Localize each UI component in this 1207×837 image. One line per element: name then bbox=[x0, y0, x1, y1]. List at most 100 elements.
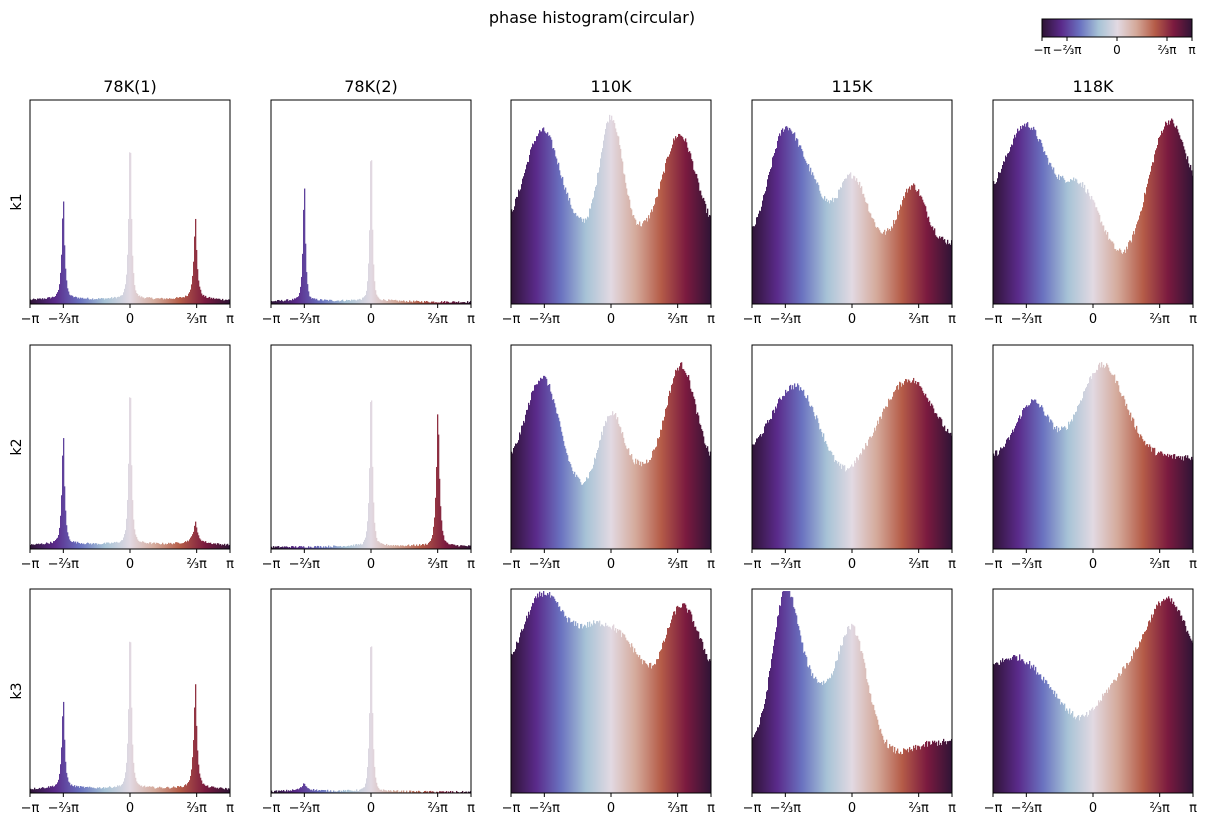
histogram-bar bbox=[1125, 252, 1127, 304]
histogram-bar bbox=[623, 173, 625, 304]
histogram-bar bbox=[755, 224, 757, 304]
histogram-bar bbox=[643, 463, 645, 549]
histogram-bar bbox=[796, 615, 798, 793]
histogram-bar bbox=[586, 477, 588, 549]
histogram-bar bbox=[881, 418, 883, 549]
histogram-bar bbox=[387, 791, 389, 793]
histogram-bar bbox=[351, 545, 353, 549]
histogram-bar bbox=[511, 653, 513, 793]
histogram-bar bbox=[540, 377, 542, 549]
histogram-bar bbox=[363, 297, 365, 304]
histogram-bar bbox=[839, 654, 841, 793]
histogram-bar bbox=[340, 791, 342, 793]
histogram-bar bbox=[175, 298, 177, 304]
histogram-bar bbox=[873, 432, 875, 549]
histogram-bar bbox=[460, 302, 462, 304]
histogram-bar bbox=[389, 545, 391, 549]
histogram-bar bbox=[217, 787, 219, 793]
histogram-bar bbox=[1019, 415, 1021, 549]
histogram-bar bbox=[50, 298, 52, 304]
histogram-bar bbox=[226, 544, 228, 549]
histogram-bar bbox=[1073, 414, 1075, 549]
x-tick-label: π bbox=[1189, 801, 1197, 816]
histogram-bar bbox=[754, 734, 756, 793]
histogram-bar bbox=[1080, 400, 1082, 549]
histogram-bar bbox=[1089, 196, 1091, 304]
histogram-bar bbox=[1018, 131, 1020, 304]
histogram-bar bbox=[1180, 615, 1182, 793]
histogram-bar bbox=[861, 651, 863, 793]
histogram-bar bbox=[859, 641, 861, 793]
histogram-bar bbox=[900, 204, 902, 304]
histogram-bar bbox=[538, 380, 540, 549]
histogram-bar bbox=[847, 468, 849, 549]
histogram-bar bbox=[943, 738, 945, 793]
histogram-bar bbox=[1015, 656, 1017, 793]
histogram-bar bbox=[300, 286, 302, 304]
histogram-bar bbox=[461, 302, 463, 304]
histogram-bar bbox=[1162, 132, 1164, 304]
histogram-bar bbox=[169, 298, 171, 304]
colorbar-segment bbox=[1141, 19, 1143, 37]
histogram-bar bbox=[932, 740, 934, 793]
histogram-bar bbox=[1009, 151, 1011, 304]
histogram-bar bbox=[1001, 168, 1003, 304]
histogram-bar bbox=[281, 546, 283, 549]
histogram-bar bbox=[105, 787, 107, 793]
histogram-bar bbox=[1025, 406, 1027, 549]
colorbar-segment bbox=[1173, 19, 1175, 37]
histogram-bar bbox=[376, 782, 378, 793]
histogram-bar bbox=[174, 543, 176, 549]
histogram-bar bbox=[344, 301, 346, 304]
histogram-bar bbox=[409, 300, 411, 304]
histogram-bar bbox=[909, 186, 911, 304]
histogram-bar bbox=[179, 543, 181, 549]
histogram-bar bbox=[696, 413, 698, 549]
histogram-bar bbox=[907, 382, 909, 549]
histogram-bar bbox=[206, 297, 208, 304]
histogram-bar bbox=[206, 542, 208, 549]
histogram-bar bbox=[1025, 664, 1027, 793]
histogram-bar bbox=[837, 463, 839, 549]
histogram-bar bbox=[853, 175, 855, 304]
histogram-bar bbox=[385, 545, 387, 549]
histogram-bar bbox=[830, 200, 832, 304]
histogram-bar bbox=[842, 182, 844, 304]
histogram-bar bbox=[836, 460, 838, 549]
x-tick-label: −π bbox=[502, 312, 521, 327]
histogram-bar bbox=[295, 298, 297, 304]
x-tick-label: −⅔π bbox=[529, 557, 560, 572]
histogram-bar bbox=[1178, 609, 1180, 793]
colorbar-segment bbox=[1128, 19, 1130, 37]
histogram-bar bbox=[782, 591, 784, 793]
histogram-bar bbox=[307, 788, 309, 793]
histogram-bar bbox=[1106, 363, 1108, 549]
histogram-bar bbox=[302, 547, 304, 549]
histogram-bar bbox=[699, 190, 701, 304]
histogram-bar bbox=[147, 297, 149, 304]
histogram-bar bbox=[1089, 710, 1091, 793]
histogram-bar bbox=[1129, 662, 1131, 793]
histogram-bar bbox=[1066, 430, 1068, 549]
histogram-bar bbox=[1079, 720, 1081, 793]
histogram-bar bbox=[43, 787, 45, 793]
histogram-bar bbox=[637, 459, 639, 549]
column-title: 115K bbox=[831, 77, 873, 96]
histogram-bar bbox=[357, 791, 359, 793]
histogram-bar bbox=[55, 540, 57, 549]
histogram-bar bbox=[523, 628, 525, 793]
histogram-bar bbox=[89, 786, 91, 793]
histogram-bar bbox=[1157, 144, 1159, 304]
histogram-bar bbox=[611, 629, 613, 793]
histogram-bar bbox=[862, 194, 864, 304]
histogram-bar bbox=[587, 216, 589, 304]
histogram-bar bbox=[63, 201, 65, 304]
x-tick-label: −⅔π bbox=[770, 312, 801, 327]
histogram-bar bbox=[218, 298, 220, 304]
x-tick-label: π bbox=[707, 557, 715, 572]
histogram-bar bbox=[656, 659, 658, 793]
histogram-bar bbox=[665, 638, 667, 793]
histogram-bar bbox=[777, 140, 779, 304]
histogram-bar bbox=[94, 544, 96, 549]
histogram-bar bbox=[703, 436, 705, 549]
